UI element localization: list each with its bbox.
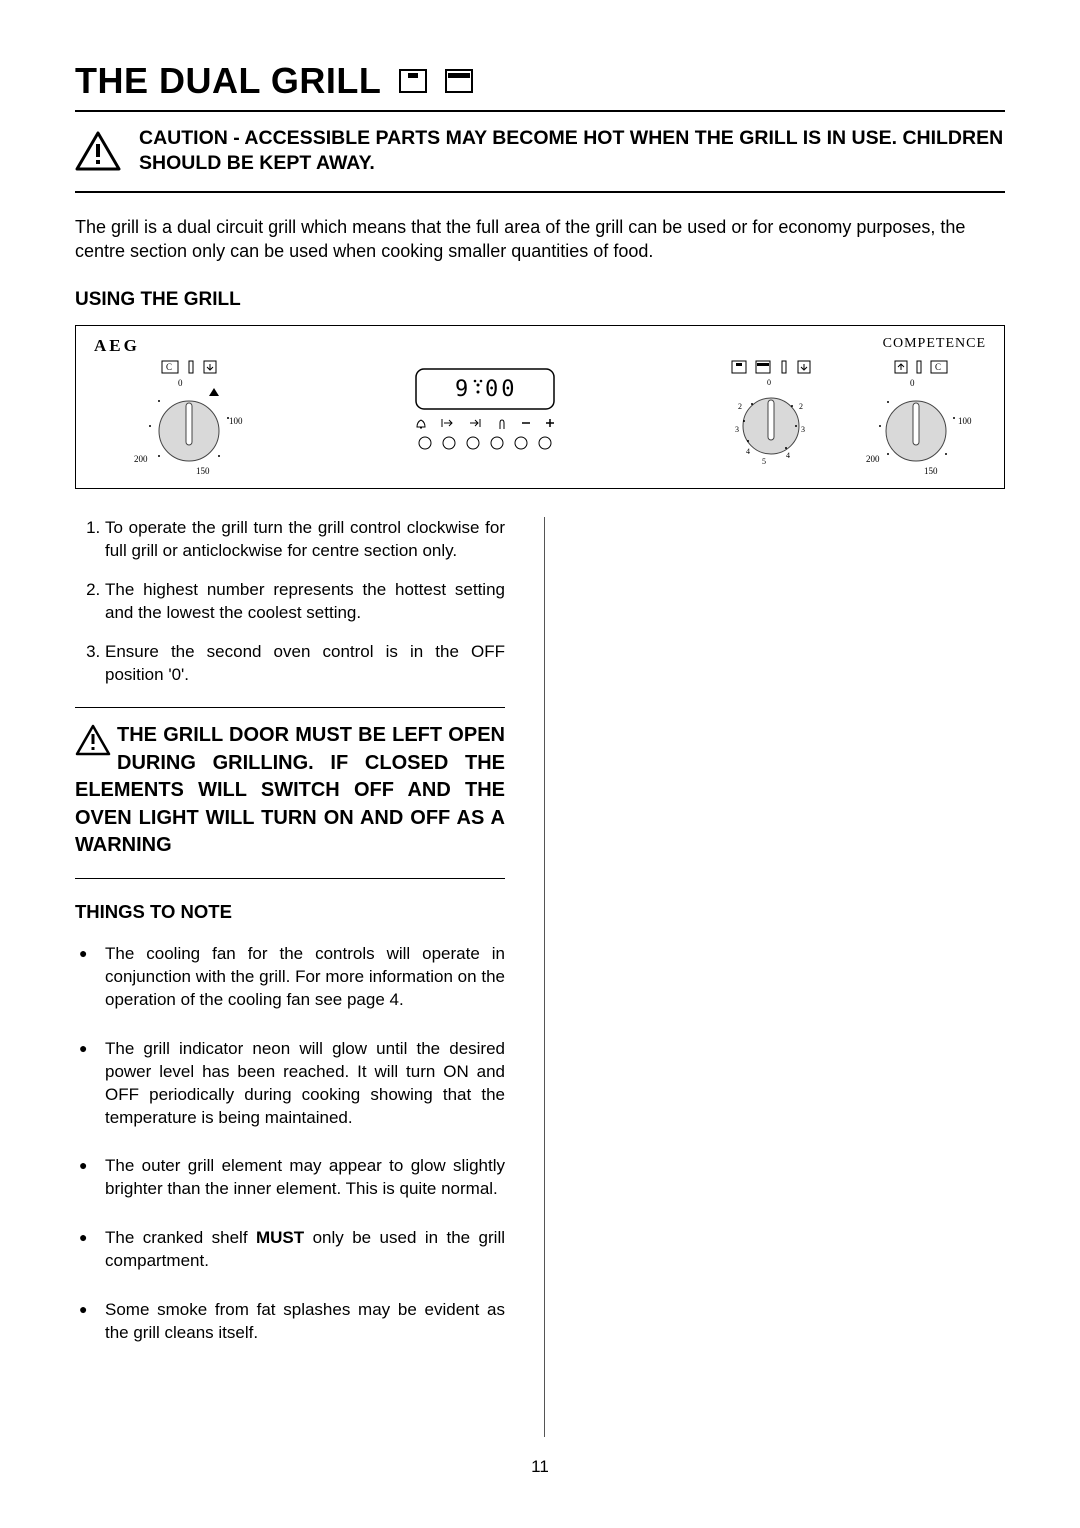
sd-5: 5 [762, 457, 766, 466]
warning-triangle-icon [75, 724, 111, 756]
steps-list: To operate the grill turn the grill cont… [75, 517, 505, 687]
svg-text:0: 0 [767, 378, 771, 387]
warning-triangle-icon [75, 130, 121, 172]
title-text: THE DUAL GRILL [75, 60, 381, 102]
note-pre: The cranked shelf [105, 1228, 256, 1247]
note-item: The cooling fan for the controls will op… [105, 943, 505, 1012]
competence-label: COMPETENCE [883, 336, 986, 356]
clock-symbol-row [415, 418, 555, 430]
function-dial-icon: 0 2 3 4 5 2 [726, 376, 816, 466]
grill-full-icon [755, 360, 771, 374]
step-item: Ensure the second oven control is in the… [105, 641, 505, 687]
caution-block: CAUTION - ACCESSIBLE PARTS MAY BECOME HO… [75, 112, 1005, 191]
step-item: The highest number represents the hottes… [105, 579, 505, 625]
oven-dial-icon: 0 100 150 200 [866, 376, 976, 476]
brand-label: AEG [94, 336, 140, 356]
things-to-note-title: THINGS TO NOTE [75, 901, 505, 923]
page-title: THE DUAL GRILL [75, 60, 1005, 102]
content-columns: To operate the grill turn the grill cont… [75, 517, 1005, 1437]
dial-200b: 200 [866, 454, 880, 464]
svg-text:4: 4 [746, 447, 750, 456]
page-number: 11 [75, 1457, 1005, 1477]
temp-c-icon: C [161, 360, 179, 374]
dial-200: 200 [134, 454, 148, 464]
right-knob-group: 0 2 3 4 5 2 [726, 360, 976, 476]
sd-4: 4 [786, 451, 790, 460]
light-icon [914, 360, 924, 374]
clock-display-icon: 9 00 [415, 368, 555, 410]
manual-icon [497, 418, 507, 430]
arrow-down-box-icon [203, 360, 217, 374]
dial-100b: 100 [958, 416, 972, 426]
clock-button-row [418, 436, 552, 450]
arrow-up-box-icon [894, 360, 908, 374]
column-divider [544, 517, 545, 1437]
grill-center-icon [399, 69, 427, 93]
note-bold: MUST [256, 1228, 304, 1247]
end-arrow-icon [469, 418, 483, 430]
page: THE DUAL GRILL CAUTION - ACCESSIBLE PART… [0, 0, 1080, 1507]
svg-text:C: C [935, 362, 941, 372]
light-icon [779, 360, 789, 374]
light-icon [185, 360, 197, 374]
plus-icon [545, 418, 555, 430]
start-arrow-icon [441, 418, 455, 430]
grill-full-icon [445, 69, 473, 93]
door-warning-block: THE GRILL DOOR MUST BE LEFT OPEN DURING … [75, 707, 505, 879]
grill-center-icon [731, 360, 747, 374]
arrow-down-box-icon [797, 360, 811, 374]
note-item: The cranked shelf MUST only be used in t… [105, 1227, 505, 1273]
door-warning-text: THE GRILL DOOR MUST BE LEFT OPEN DURING … [75, 724, 505, 856]
note-item: The grill indicator neon will glow until… [105, 1038, 505, 1130]
svg-text:C: C [166, 362, 172, 372]
notes-list: The cooling fan for the controls will op… [75, 943, 505, 1345]
dial-100: 100 [229, 416, 243, 426]
control-panel-diagram: AEG COMPETENCE C 0 [75, 325, 1005, 489]
svg-text:0: 0 [910, 378, 915, 388]
sd-2: 2 [799, 402, 803, 411]
divider [75, 191, 1005, 193]
svg-text:00: 00 [485, 377, 518, 402]
step-item: To operate the grill turn the grill cont… [105, 517, 505, 563]
note-item: The outer grill element may appear to gl… [105, 1155, 505, 1201]
using-title: USING THE GRILL [75, 289, 1005, 311]
svg-text:2: 2 [738, 402, 742, 411]
caution-text: CAUTION - ACCESSIBLE PARTS MAY BECOME HO… [139, 126, 1005, 177]
temp-c-icon: C [930, 360, 948, 374]
intro-text: The grill is a dual circuit grill which … [75, 215, 1005, 264]
svg-text:0: 0 [178, 378, 183, 388]
svg-text:3: 3 [735, 425, 739, 434]
dial-150b: 150 [924, 466, 938, 476]
note-item: Some smoke from fat splashes may be evid… [105, 1299, 505, 1345]
svg-text:9: 9 [455, 377, 471, 402]
sd-3: 3 [801, 425, 805, 434]
grill-dial-icon: 0 100 150 200 [134, 376, 244, 476]
clock-group: 9 00 [415, 368, 555, 450]
left-knob-group: C 0 100 150 200 [134, 360, 244, 476]
dial-150: 150 [196, 466, 210, 476]
left-column: To operate the grill turn the grill cont… [75, 517, 505, 1437]
minus-icon [521, 418, 531, 430]
bell-icon [415, 418, 427, 430]
